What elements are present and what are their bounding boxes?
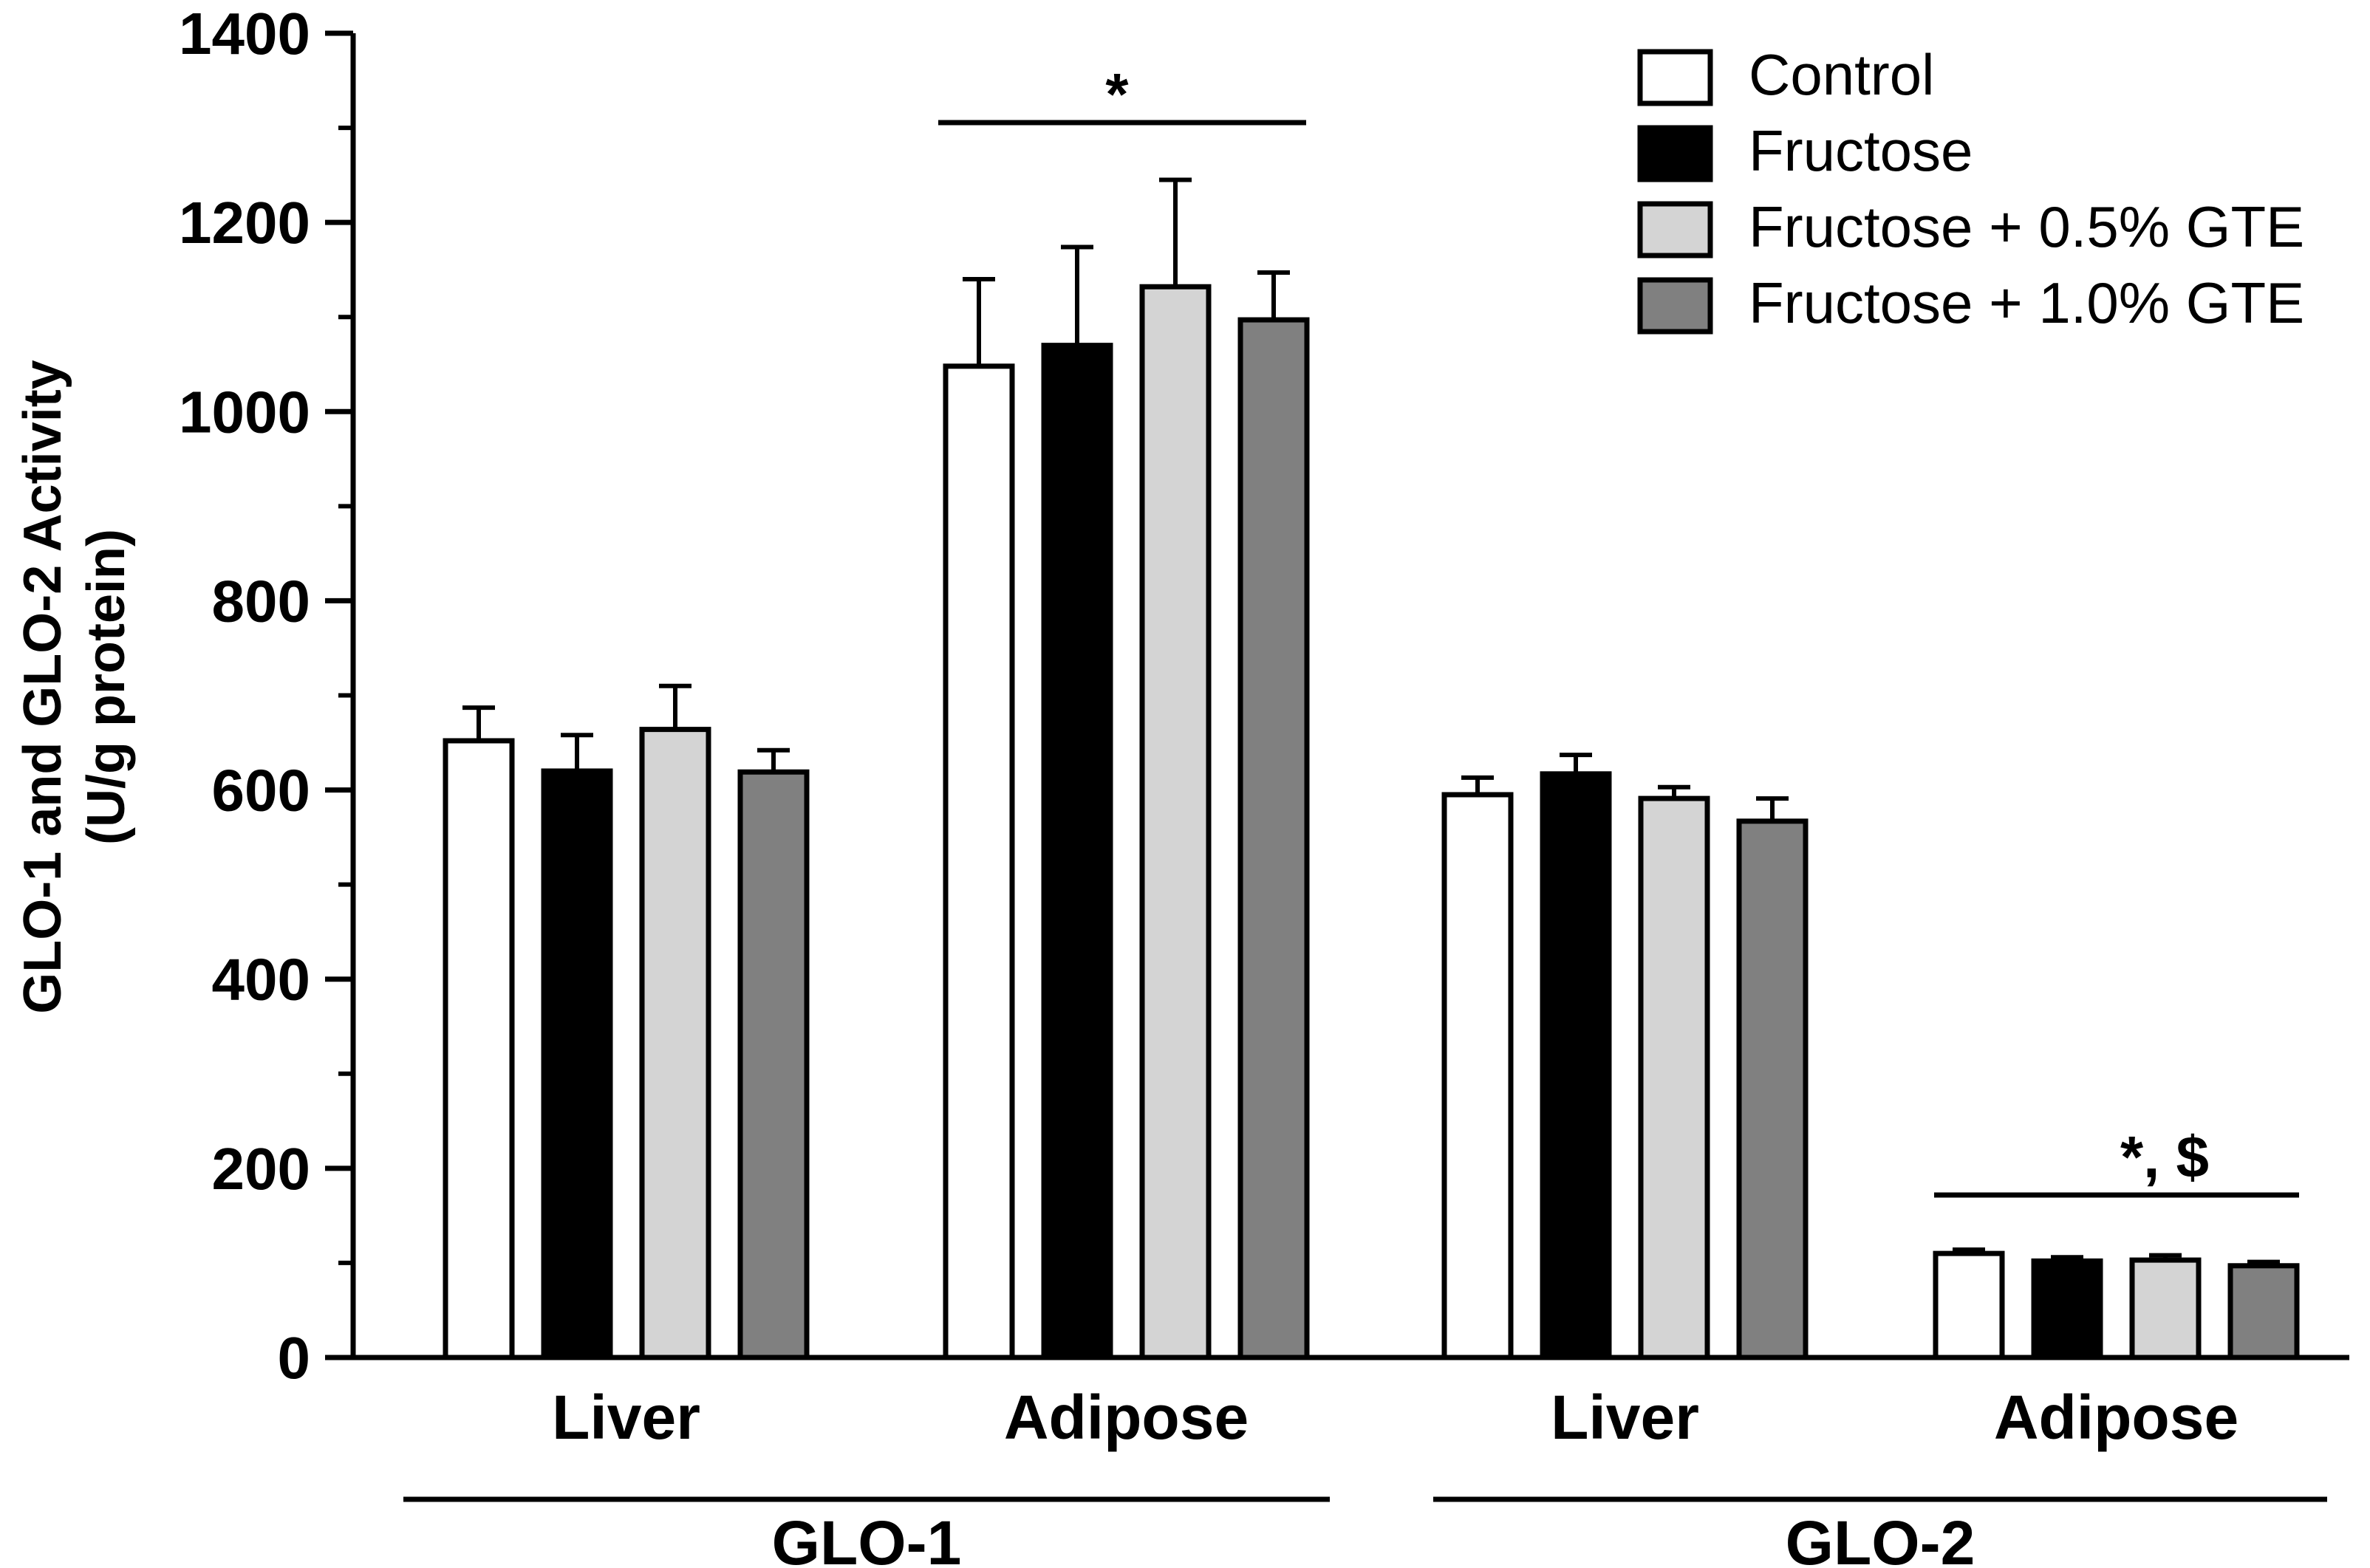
bar xyxy=(1237,317,1310,1360)
y-tick-label: 1200 xyxy=(179,190,310,256)
bar xyxy=(2129,1257,2202,1360)
legend-label: Fructose xyxy=(1749,118,1973,183)
y-tick-label: 1000 xyxy=(179,379,310,445)
bar xyxy=(943,363,1015,1360)
bar xyxy=(1638,795,1710,1360)
bar xyxy=(1441,792,1514,1360)
y-tick-label: 0 xyxy=(278,1325,311,1391)
y-tick-label: 600 xyxy=(212,758,310,824)
legend-swatch xyxy=(1637,277,1713,335)
bar xyxy=(639,727,711,1360)
y-tick-label: 1400 xyxy=(179,1,310,66)
group-label: GLO-1 xyxy=(772,1508,962,1568)
bar xyxy=(1139,284,1212,1360)
bar xyxy=(1933,1250,2005,1360)
bar xyxy=(1736,818,1809,1360)
bar xyxy=(737,769,810,1360)
y-axis-title-unit: (U/g protein) xyxy=(77,529,136,845)
bars-layer xyxy=(443,177,2300,1360)
bar xyxy=(443,738,515,1360)
bar xyxy=(1540,771,1612,1360)
legend-swatch xyxy=(1637,49,1713,106)
bar xyxy=(541,768,613,1360)
category-label: Adipose xyxy=(1994,1383,2238,1452)
legend-label: Fructose + 0.5% GTE xyxy=(1749,194,2304,259)
category-label: Liver xyxy=(552,1383,700,1452)
bar xyxy=(1041,343,1113,1360)
bar xyxy=(2031,1258,2103,1360)
y-axis-title: GLO-1 and GLO-2 Activity xyxy=(13,360,72,1013)
y-tick-label: 800 xyxy=(212,568,310,634)
category-label: Adipose xyxy=(1004,1383,1249,1452)
legend: Control Fructose Fructose + 0.5% GTE Fructo… xyxy=(1637,42,2304,335)
legend-swatch xyxy=(1637,125,1713,182)
y-tick-label: 200 xyxy=(212,1136,310,1202)
labels-layer: 0 200 400 600 800 1000 1200 1400 GLO-1 and GLO-2… xyxy=(13,1,2238,1568)
y-tick-label: 400 xyxy=(212,947,310,1013)
category-label: Liver xyxy=(1551,1383,1699,1452)
bar xyxy=(2227,1263,2300,1360)
significance-marker: * xyxy=(1105,61,1129,127)
legend-label: Fructose + 1.0% GTE xyxy=(1749,270,2304,335)
group-label: GLO-2 xyxy=(1786,1508,1975,1568)
legend-swatch xyxy=(1637,201,1713,259)
significance-marker: *, $ xyxy=(2120,1124,2209,1190)
legend-label: Control xyxy=(1749,42,1934,107)
